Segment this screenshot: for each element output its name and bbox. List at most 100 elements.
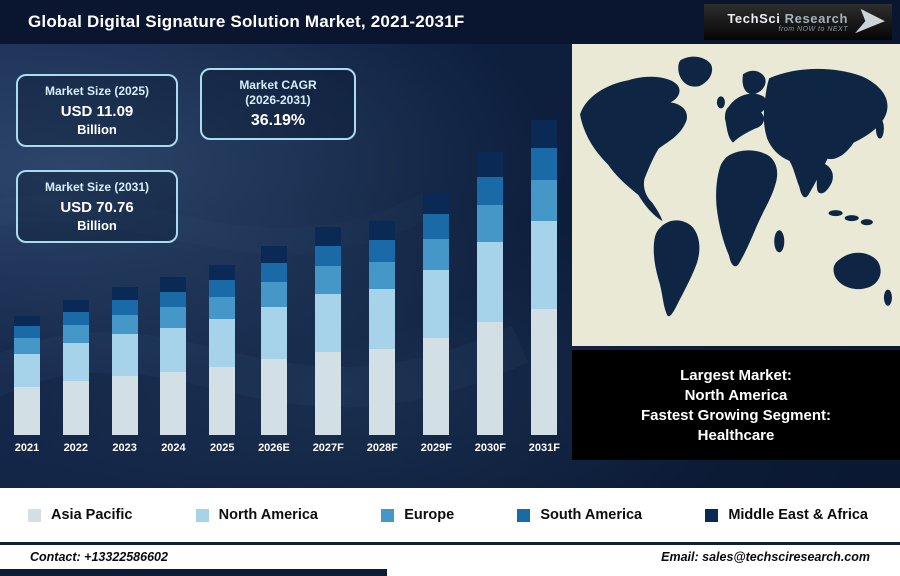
bar-segment-asia-pacific [160,372,187,435]
bar-segment-asia-pacific [111,375,138,435]
bar-segment-europe [423,238,450,270]
stacked-bar-2025 [209,264,236,435]
island-japan [875,118,884,139]
bar-segment-asia-pacific [477,321,504,435]
logo-text: TechSci Research from NOW to NEXT [727,11,848,33]
contact-text: Contact: +13322586602 [30,549,168,564]
stacked-bar-2027F [315,227,342,435]
bar-segment-south-america [260,263,287,282]
bar-segment-middle-east-africa [260,246,287,264]
bar-segment-south-america [14,326,40,339]
bar-segment-south-america [209,280,236,298]
bar-chart: 2021 2022 2023 2024 2025 2026E 2027F 2028F 2029F… [14,120,560,454]
legend-label: Asia Pacific [51,507,133,523]
continent-north-america [580,76,688,222]
note-line: Healthcare [697,426,775,444]
stacked-bar-2028F [369,221,396,435]
bar-column-2029F: 2029F [421,192,452,454]
bar-segment-europe [260,281,287,307]
bar-segment-middle-east-africa [369,221,396,241]
bar-column-2026E: 2026E [258,246,290,454]
legend-swatch-icon [517,508,531,522]
bar-segment-north-america [160,327,187,372]
x-axis-label: 2031F [528,442,560,454]
bar-segment-north-america [477,242,504,322]
bar-segment-north-america [209,319,236,367]
bar-column-2023: 2023 [111,287,138,454]
bar-segment-middle-east-africa [477,151,504,178]
bar-segment-asia-pacific [209,367,236,435]
bar-segment-asia-pacific [62,380,89,435]
bar-segment-middle-east-africa [14,315,40,327]
bar-segment-south-america [369,240,396,262]
logo-arrow-icon [855,8,885,34]
legend-label: South America [540,507,643,523]
legend-label: Middle East & Africa [728,507,868,523]
continent-australia [833,252,881,290]
bar-segment-south-america [477,177,504,206]
bar-segment-middle-east-africa [209,264,236,281]
bar-column-2024: 2024 [160,277,187,454]
island-indonesia-1 [828,210,843,217]
stat-value: USD 11.09 [60,103,134,120]
continent-africa [716,150,778,267]
stat-box-market-size-2031: Market Size (2031) USD 70.76 Billion [16,170,178,243]
stat-box-market-size-2025: Market Size (2025) USD 11.09 Billion [16,74,178,147]
legend-swatch-icon [381,508,395,522]
bar-segment-asia-pacific [315,351,342,435]
page-title: Global Digital Signature Solution Market… [28,12,465,31]
bar-column-2030F: 2030F [474,151,506,454]
bar-segment-north-america [315,293,342,352]
legend-item-north-america: North America [195,507,318,523]
legend-label: Europe [404,507,455,523]
note-line: Fastest Growing Segment: [640,406,832,424]
techsci-logo: TechSci Research from NOW to NEXT [704,4,892,40]
continent-asia [763,68,888,198]
bar-segment-middle-east-africa [62,299,89,312]
bar-segment-north-america [62,343,89,381]
island-greenland [678,56,713,87]
bar-segment-europe [477,205,504,243]
stat-unit: Billion [77,122,117,137]
bar-segment-north-america [14,353,40,388]
x-axis-label: 2021 [14,442,40,454]
main-section: Market Size (2025) USD 11.09 Billion Mar… [0,44,900,488]
map-continents [580,56,892,317]
stacked-bar-2022 [62,299,89,435]
stat-value: USD 70.76 [60,199,134,216]
bar-segment-europe [62,325,89,344]
bar-segment-north-america [111,334,138,376]
stacked-bar-2024 [160,277,187,435]
email-text: Email: sales@techsciresearch.com [661,549,870,564]
legend-swatch-icon [195,508,209,522]
bar-column-2031F: 2031F [529,120,560,454]
legend-item-europe: Europe [381,507,454,523]
stat-unit: Billion [77,218,117,233]
bar-segment-asia-pacific [369,349,396,435]
island-uk [716,96,725,109]
bar-segment-middle-east-africa [531,120,558,149]
bar-segment-europe [209,297,236,320]
stacked-bar-2023 [111,287,138,435]
bar-segment-south-america [62,311,89,326]
continent-south-america [653,220,700,317]
logo-name-primary: TechSci [727,11,781,26]
stacked-bar-2030F [477,151,504,435]
stacked-bar-2029F [423,192,450,435]
bar-segment-europe [315,266,342,294]
island-indonesia-3 [860,219,873,226]
bar-segment-asia-pacific [423,338,450,435]
legend-swatch-icon [28,508,41,522]
market-highlights-box: Largest Market: North America Fastest Gr… [572,350,900,460]
legend-item-asia-pacific: Asia Pacific [28,507,132,523]
world-map-panel [572,44,900,346]
x-axis-label: 2024 [161,442,186,454]
footer-accent-bar [0,569,387,576]
legend-item-middle-east-africa: Middle East & Africa [705,507,868,523]
bar-segment-middle-east-africa [160,277,187,292]
x-axis-label: 2026E [258,442,290,454]
x-axis-label: 2030F [474,442,506,454]
bar-segment-asia-pacific [14,387,40,435]
x-axis-label: 2025 [210,442,235,454]
bar-column-2025: 2025 [209,264,236,454]
